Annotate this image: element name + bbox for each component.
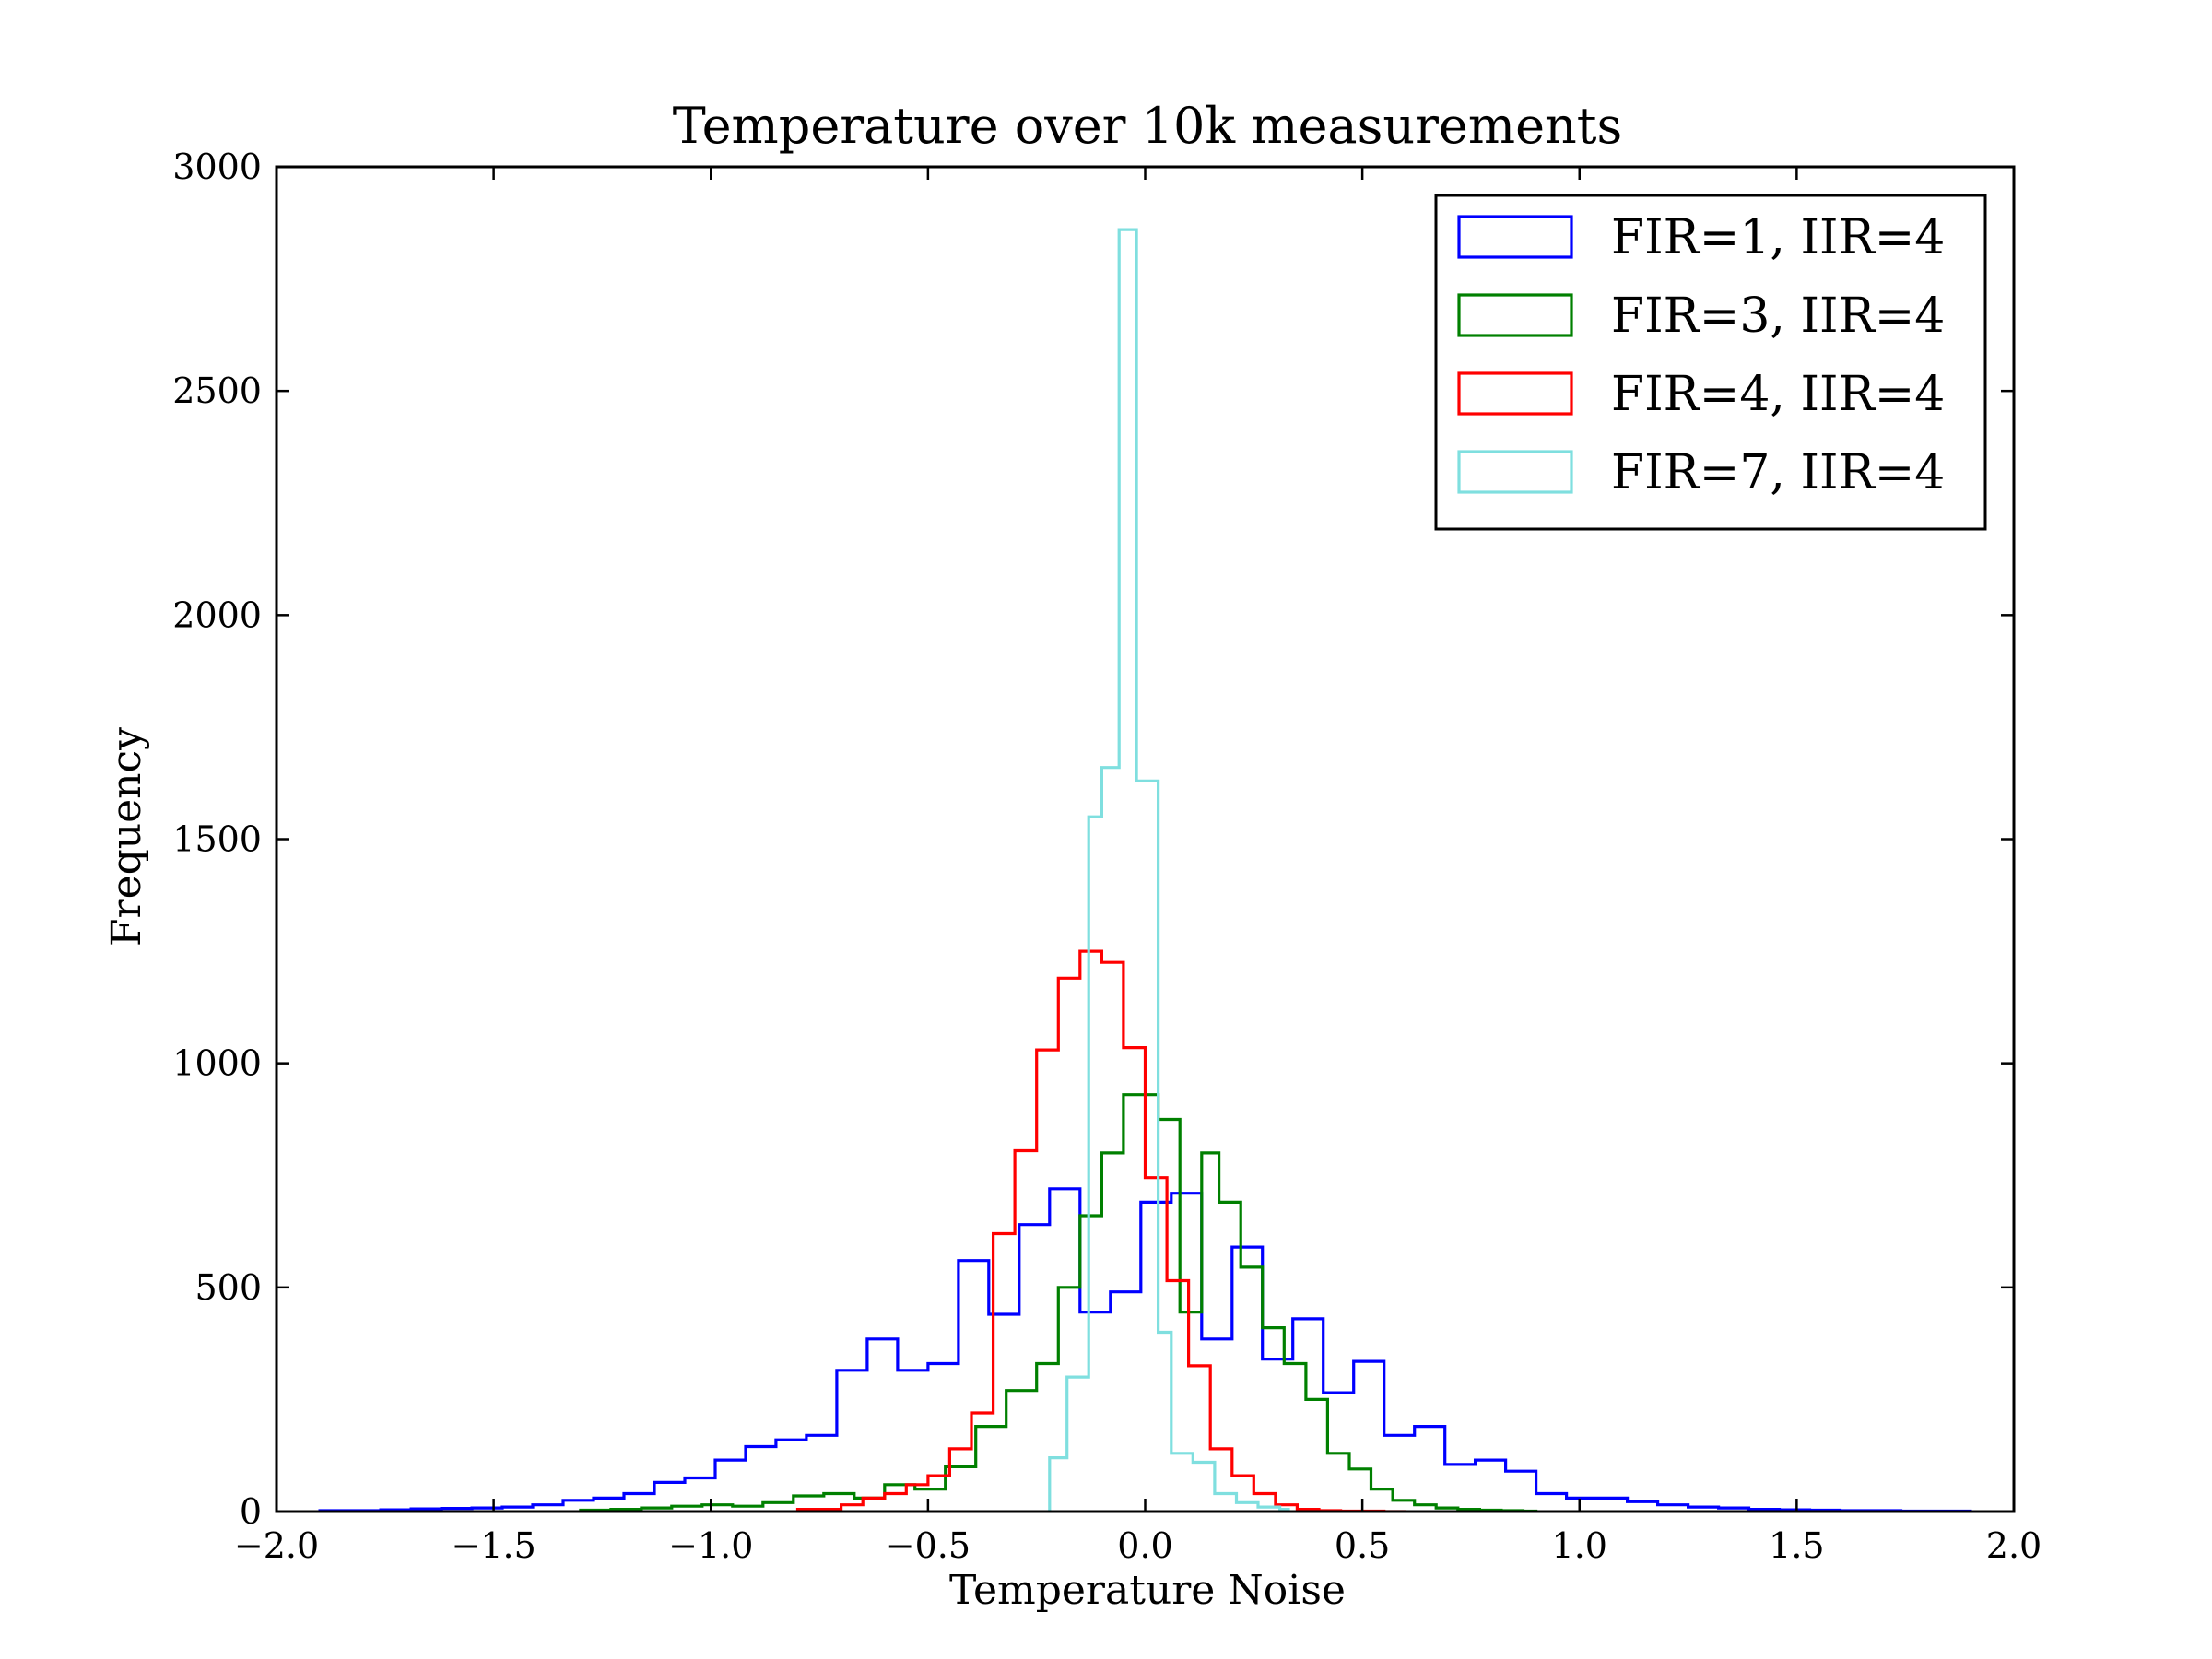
legend-label: FIR=4, IIR=4 [1611,367,1945,422]
histogram-series-1 [318,1187,1972,1512]
x-tick-label: 0.0 [1117,1525,1172,1566]
chart-title: Temperature over 10k measurements [673,97,1622,155]
legend-swatch [1457,215,1573,259]
legend-swatch [1457,450,1573,494]
histogram-series-2 [579,1093,1538,1512]
legend-label: FIR=7, IIR=4 [1611,445,1945,500]
plot-area [318,228,1972,1512]
y-tick-label: 1500 [172,819,262,860]
axis-ticks: −2.0 −1.5 −1.0 −0.5 0.0 0.5 1.0 1.5 2.0 0 500 1000 1… [172,147,2041,1566]
x-tick-label: 1.5 [1769,1525,1824,1566]
x-tick-label: 0.5 [1335,1525,1390,1566]
x-tick-label: −1.5 [451,1525,535,1566]
y-tick-label: 0 [240,1491,262,1532]
legend-box [1434,194,1987,531]
x-tick-label: −0.5 [886,1525,971,1566]
y-tick-label: 1000 [172,1043,262,1084]
legend-label: FIR=3, IIR=4 [1611,288,1945,344]
y-tick-label: 3000 [172,147,262,187]
x-tick-label: 1.0 [1552,1525,1607,1566]
x-tick-label: −2.0 [234,1525,319,1566]
y-tick-label: 2500 [172,371,262,411]
y-tick-label: 500 [194,1267,262,1308]
legend: FIR=1, IIR=4 FIR=3, IIR=4 FIR=4, IIR=4 FIR=… [1434,194,1987,531]
y-tick-label: 2000 [172,594,262,635]
y-axis-label: Frequency [103,727,150,947]
axes-frame [275,165,2016,1513]
x-tick-label: 2.0 [1986,1525,2041,1566]
x-axis-label: Temperature Noise [949,1567,1346,1614]
legend-swatch [1457,293,1573,337]
legend-label: FIR=1, IIR=4 [1611,210,1945,265]
legend-swatch [1457,371,1573,416]
histogram-series-3 [795,949,1406,1512]
histogram-series-4 [1048,228,1290,1512]
x-tick-label: −1.0 [668,1525,753,1566]
